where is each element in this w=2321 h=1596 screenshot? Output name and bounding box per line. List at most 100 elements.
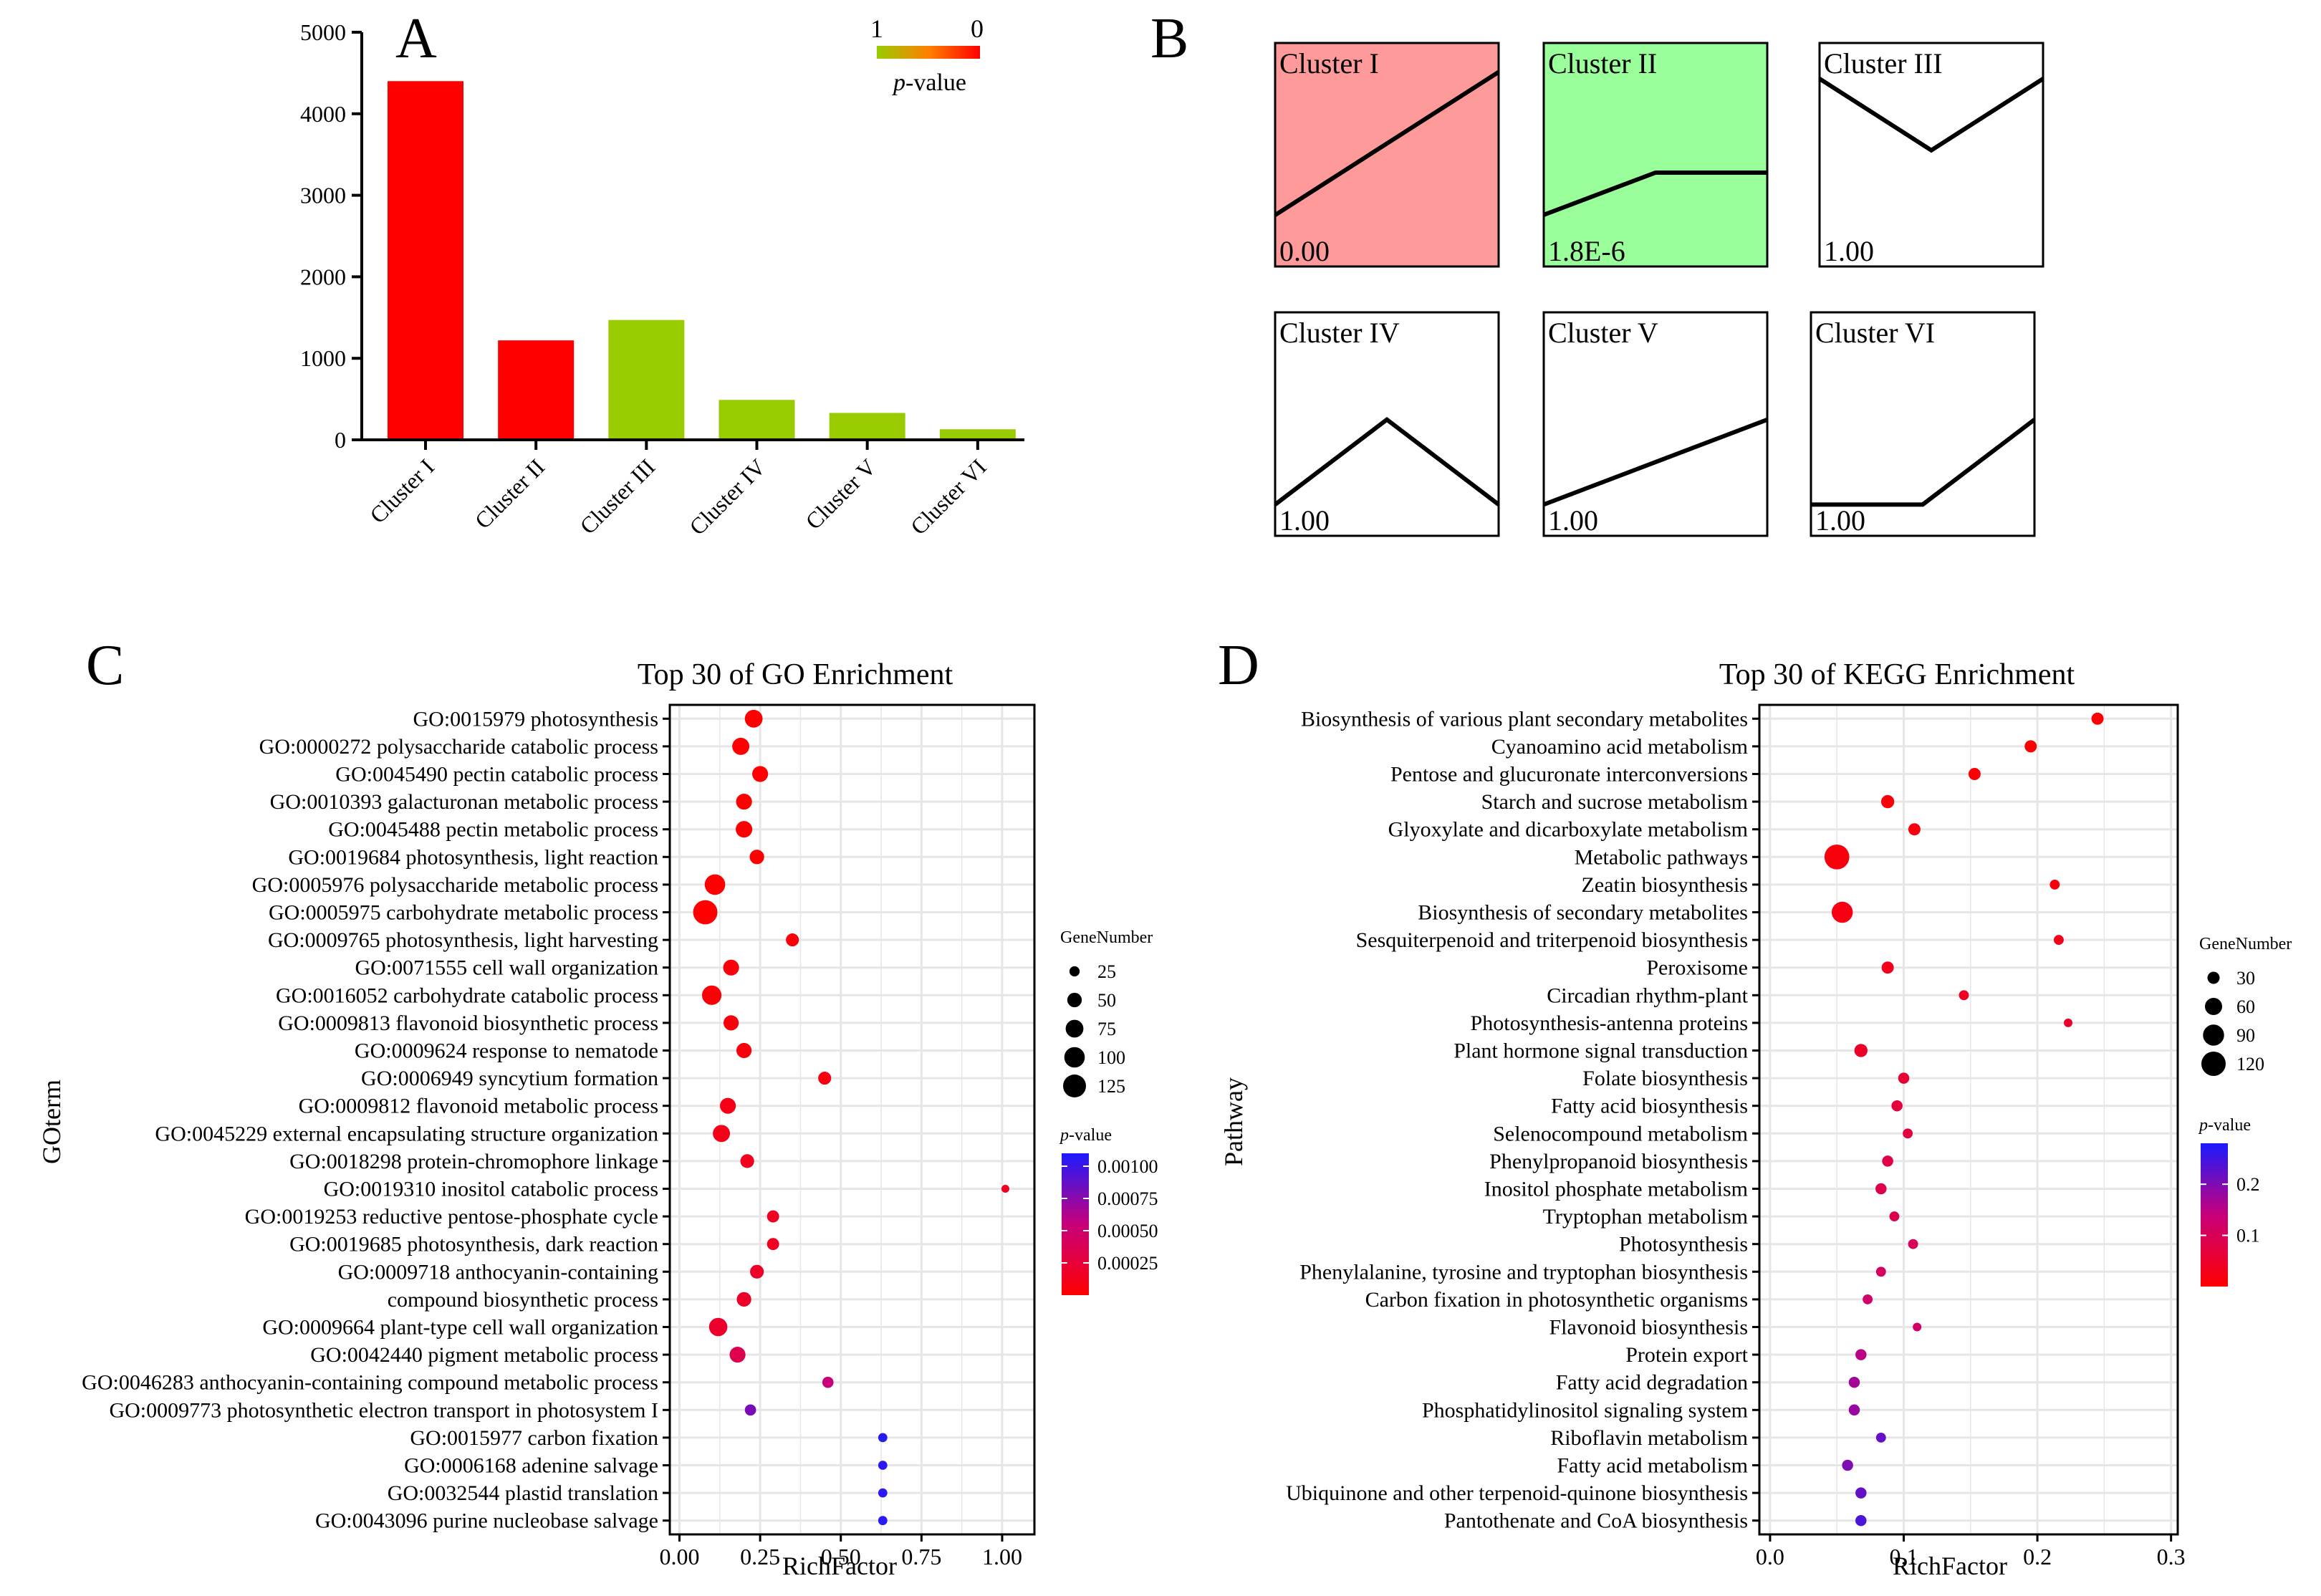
- a-xtick-label: Cluster IV: [684, 453, 770, 539]
- cluster-panel: Cluster IV 1.00: [1274, 311, 1500, 537]
- term-label: GO:0009812 flavonoid metabolic process: [299, 1095, 658, 1118]
- term-label: GO:0043096 purine nucleobase salvage: [315, 1509, 658, 1533]
- term-label: Phenylpropanoid biosynthesis: [1489, 1150, 1748, 1173]
- a-ytick-label: 5000: [300, 19, 346, 45]
- term-label: GO:0009765 photosynthesis, light harvest…: [268, 928, 658, 952]
- cluster-profile-line: [1274, 416, 1500, 506]
- panel-d-title: Top 30 of KEGG Enrichment: [1719, 658, 2075, 691]
- term-label: Circadian rhythm-plant: [1547, 984, 1748, 1007]
- enrichment-dot: [701, 985, 722, 1005]
- term-label: Tryptophan metabolism: [1543, 1205, 1748, 1229]
- panel-d-label: D: [1218, 634, 1259, 697]
- panel-d-x-axis-title: RichFactor: [1893, 1552, 2007, 1580]
- enrichment-dot: [1913, 1322, 1922, 1332]
- term-label: GO:0000272 polysaccharide catabolic proc…: [259, 735, 658, 759]
- term-label: GO:0009664 plant-type cell wall organiza…: [262, 1316, 658, 1340]
- enrichment-dot: [1831, 901, 1853, 923]
- cluster-pvalue: 1.00: [1279, 504, 1330, 537]
- term-label: Fatty acid metabolism: [1557, 1454, 1748, 1478]
- panel-a-label: A: [395, 7, 437, 70]
- enrichment-dot: [744, 1404, 756, 1416]
- term-label: Carbon fixation in photosynthetic organi…: [1365, 1288, 1748, 1312]
- enrichment-dot: [749, 850, 764, 865]
- cluster-name: Cluster II: [1548, 47, 1657, 80]
- term-label: GO:0009624 response to nematode: [355, 1039, 658, 1063]
- term-label: Phosphatidylinositol signaling system: [1422, 1398, 1748, 1422]
- enrichment-dot: [767, 1210, 779, 1223]
- term-label: Protein export: [1625, 1343, 1748, 1367]
- enrichment-dot: [1848, 1404, 1860, 1416]
- cluster-name: Cluster V: [1548, 317, 1658, 349]
- term-label: GO:0042440 pigment metabolic process: [310, 1343, 658, 1367]
- color-legend-label: 0.00075: [1097, 1188, 1158, 1209]
- size-legend-dot: [2201, 1052, 2226, 1076]
- term-label: Plant hormone signal transduction: [1453, 1039, 1748, 1063]
- xtick-label: 1.00: [982, 1544, 1022, 1569]
- enrichment-dot: [719, 1097, 736, 1114]
- term-label: GO:0019310 inositol catabolic process: [324, 1178, 658, 1201]
- enrichment-dot: [732, 737, 750, 755]
- term-label: GO:0032544 plastid translation: [388, 1481, 658, 1505]
- color-legend-title-rest: -value: [1069, 1126, 1112, 1145]
- color-legend-label: 0.00025: [1097, 1253, 1158, 1274]
- term-label: GO:0009718 anthocyanin-containing: [338, 1260, 658, 1284]
- panel-b-label: B: [1150, 7, 1188, 70]
- cluster-panel: Cluster VI 1.00: [1810, 311, 2036, 537]
- enrichment-dot: [1848, 1376, 1860, 1388]
- enrichment-dot: [1891, 1100, 1903, 1112]
- term-label: Folate biosynthesis: [1582, 1067, 1748, 1090]
- enrichment-dot: [1908, 823, 1921, 836]
- color-legend-gradient-bar: [2201, 1143, 2228, 1287]
- color-legend-label: 0.00050: [1097, 1221, 1158, 1241]
- term-label: Sesquiterpenoid and triterpenoid biosynt…: [1356, 928, 1748, 952]
- cluster-profile-line: [1542, 417, 1769, 507]
- a-bar: [498, 340, 575, 438]
- xtick-label: 0.2: [2023, 1544, 2052, 1569]
- size-legend-label: 75: [1097, 1019, 1116, 1039]
- panel-c-label: C: [86, 634, 124, 697]
- panel-a: A 0 1000 2000 3000 4000 5000 Cluster I Cluster…: [300, 7, 1024, 540]
- term-label: GO:0071555 cell wall organization: [355, 956, 658, 980]
- a-xtick-label: Cluster VI: [905, 453, 991, 539]
- enrichment-dot: [723, 1015, 739, 1031]
- term-label: GO:0019685 photosynthesis, dark reaction: [289, 1233, 658, 1256]
- cluster-profile-line: [1818, 77, 2044, 153]
- cluster-pvalue: 1.00: [1548, 504, 1598, 537]
- term-label: GO:0018298 protein-chromophore linkage: [289, 1150, 658, 1173]
- term-label: GO:0019684 photosynthesis, light reactio…: [288, 845, 658, 869]
- size-legend-dot: [1065, 1019, 1084, 1038]
- cluster-panel: Cluster II 1.8E-6: [1542, 42, 1769, 268]
- term-label: GO:0005975 carbohydrate metabolic proces…: [269, 901, 658, 925]
- term-label: GO:0016052 carbohydrate catabolic proces…: [276, 984, 658, 1007]
- term-label: GO:0006168 adenine salvage: [404, 1454, 658, 1478]
- enrichment-dot: [822, 1376, 834, 1388]
- a-bar: [388, 81, 463, 438]
- cluster-profile-line: [1542, 170, 1767, 217]
- panel-c-title: Top 30 of GO Enrichment: [638, 658, 953, 691]
- cluster-name: Cluster IV: [1279, 317, 1400, 349]
- enrichment-dot: [878, 1488, 888, 1498]
- enrichment-dot: [752, 766, 769, 782]
- panel-d: D Top 30 of KEGG Enrichment 0.0 0.1 0.2 0.3…: [1218, 634, 2292, 1580]
- size-legend-dot: [1069, 966, 1080, 977]
- enrichment-dot: [708, 1317, 728, 1337]
- enrichment-dot: [736, 794, 752, 810]
- enrichment-dot: [736, 1042, 752, 1059]
- xtick-label: 0.75: [901, 1544, 941, 1569]
- a-bar: [719, 400, 795, 438]
- term-label: Biosynthesis of various plant secondary …: [1301, 707, 1748, 731]
- a-bar: [608, 319, 685, 438]
- a-bar: [939, 429, 1016, 438]
- panel-c-x-axis-title: RichFactor: [782, 1552, 897, 1580]
- term-label: GO:0009773 photosynthetic electron trans…: [109, 1398, 658, 1422]
- color-legend-label: 0.1: [2236, 1226, 2260, 1246]
- color-legend-title: p-value: [1059, 1126, 1112, 1145]
- term-label: Metabolic pathways: [1575, 845, 1748, 869]
- size-legend-dot: [2204, 997, 2223, 1016]
- size-legend-dot: [2207, 971, 2220, 984]
- term-label: compound biosynthetic process: [388, 1288, 658, 1312]
- term-label: Starch and sucrose metabolism: [1481, 790, 1748, 814]
- cluster-name: Cluster I: [1279, 47, 1379, 80]
- enrichment-dot: [878, 1516, 888, 1526]
